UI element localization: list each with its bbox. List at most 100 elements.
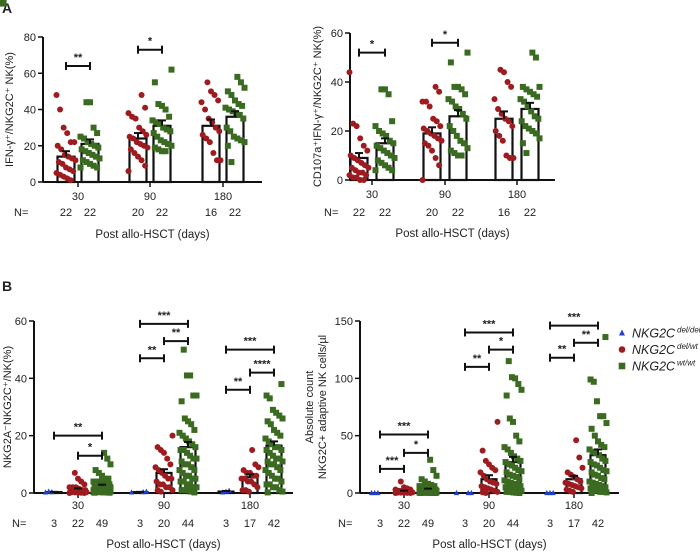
data-point-del_wt (211, 92, 218, 98)
data-point-del_del (468, 489, 474, 496)
data-point-del_wt (577, 478, 584, 485)
data-point-wt_wt (536, 135, 543, 142)
data-point-wt_wt (181, 415, 188, 422)
x-tick-label: 180 (508, 189, 526, 201)
data-point-wt_wt (278, 447, 285, 453)
n-count-label: 20 (132, 207, 144, 219)
y-tick-label: 20 (331, 126, 343, 138)
data-point-del_wt (206, 139, 213, 146)
data-point-del_wt (67, 177, 74, 184)
data-point-del_wt (392, 490, 399, 496)
data-point-del_wt (505, 118, 512, 125)
data-point-wt_wt (455, 83, 461, 90)
data-point-del_wt (492, 128, 499, 134)
data-point-wt_wt (464, 49, 471, 56)
data-point-del_del (453, 489, 460, 496)
data-point-wt_wt (588, 469, 595, 476)
data-point-del_wt (579, 464, 586, 471)
data-point-wt_wt (505, 485, 512, 492)
data-point-wt_wt (588, 425, 595, 432)
n-count-label: 16 (205, 207, 217, 219)
n-count-label: 22 (229, 207, 241, 219)
data-point-wt_wt (421, 478, 428, 485)
data-point-wt_wt (380, 147, 387, 154)
data-point-wt_wt (193, 392, 200, 399)
data-point-wt_wt (502, 459, 509, 466)
chart-panel-1: 0 20 40 60 80 IFN-γ⁺/NKG2C⁺ NK(%) N= Post allo-… (4, 32, 262, 241)
n-count-label: 22 (524, 207, 536, 219)
y-tick-label: 150 (335, 316, 353, 328)
significance-label: ** (74, 52, 83, 64)
significance-label: ** (473, 353, 482, 365)
data-point-del_wt (573, 437, 580, 444)
data-point-del_wt (81, 481, 88, 488)
y-tick-label: 50 (341, 431, 353, 443)
x-axis-label: Post allo-HSCT (days) (395, 228, 509, 240)
data-point-wt_wt (267, 421, 274, 428)
data-point-wt_wt (183, 481, 190, 488)
data-point-wt_wt (273, 409, 280, 416)
data-point-wt_wt (85, 150, 92, 156)
data-point-wt_wt (426, 489, 433, 496)
x-tick-label: 90 (439, 189, 451, 201)
data-point-wt_wt (422, 489, 429, 496)
data-point-del_wt (210, 150, 217, 156)
data-point-del_wt (407, 490, 414, 496)
data-point-wt_wt (432, 490, 439, 496)
data-point-del_wt (125, 168, 132, 175)
data-point-wt_wt (180, 346, 187, 353)
n-prefix-label: N= (12, 518, 26, 530)
n-count-label: 44 (182, 518, 194, 530)
data-point-wt_wt (503, 469, 510, 476)
significance-label: *** (398, 421, 412, 433)
data-point-wt_wt (90, 124, 97, 131)
data-point-wt_wt (92, 467, 99, 474)
data-point-wt_wt (525, 125, 532, 132)
n-count-label: 22 (379, 207, 391, 219)
data-point-wt_wt (387, 152, 394, 159)
data-point-del_wt (423, 98, 430, 105)
data-point-wt_wt (597, 488, 604, 495)
data-point-del_wt (72, 157, 79, 164)
y-tick-label: 0 (30, 177, 36, 189)
data-point-wt_wt (78, 146, 85, 153)
data-point-wt_wt (514, 455, 521, 462)
data-point-wt_wt (530, 91, 537, 98)
data-point-wt_wt (527, 88, 533, 95)
data-point-wt_wt (517, 457, 524, 464)
data-point-wt_wt (84, 139, 91, 146)
significance-label: * (414, 439, 419, 451)
significance-label: * (499, 336, 504, 348)
data-point-wt_wt (587, 459, 594, 466)
data-point-del_wt (66, 490, 73, 496)
data-point-wt_wt (263, 481, 270, 488)
legend-label-wt_wt: NKG2C (632, 360, 676, 374)
data-point-wt_wt (429, 489, 436, 496)
data-point-wt_wt (600, 488, 607, 495)
data-point-wt_wt (446, 123, 453, 130)
data-point-wt_wt (92, 153, 99, 160)
y-tick-label: 60 (24, 68, 36, 80)
data-point-del_wt (202, 106, 209, 113)
data-point-wt_wt (190, 484, 197, 491)
data-point-del_wt (360, 177, 367, 183)
n-count-label: 17 (244, 518, 256, 530)
data-point-wt_wt (501, 477, 508, 484)
data-point-wt_wt (271, 461, 277, 468)
data-point-del_wt (164, 455, 171, 462)
data-point-wt_wt (523, 150, 530, 157)
data-point-wt_wt (511, 480, 518, 487)
data-point-del_del (375, 489, 381, 496)
data-point-wt_wt (528, 108, 535, 115)
data-point-del_wt (255, 464, 262, 471)
n-count-label: 22 (156, 207, 168, 219)
data-point-wt_wt (598, 475, 605, 482)
data-point-wt_wt (506, 471, 513, 478)
legend-label-superscript: wt/wt (0, 0, 19, 2)
data-point-wt_wt (149, 117, 156, 124)
data-point-wt_wt (271, 426, 277, 433)
data-point-wt_wt (518, 468, 525, 475)
data-point-wt_wt (164, 140, 171, 147)
legend-label-superscript: del/wt (677, 342, 699, 351)
data-point-wt_wt (232, 97, 238, 104)
